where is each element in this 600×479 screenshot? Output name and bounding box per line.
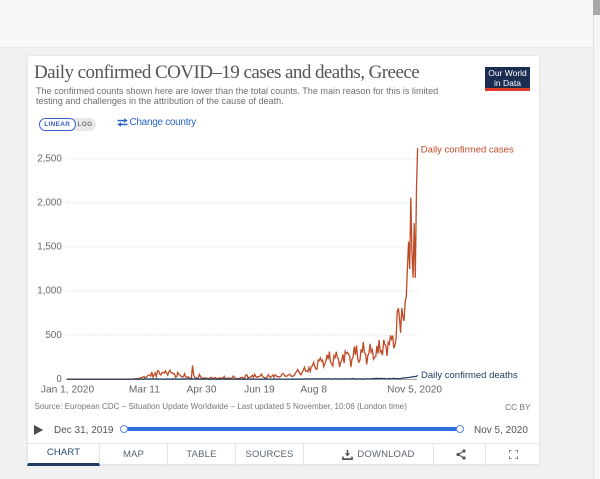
- svg-text:1,500: 1,500: [37, 242, 62, 253]
- svg-text:Jun 19: Jun 19: [244, 384, 275, 395]
- svg-text:1,000: 1,000: [37, 286, 62, 297]
- svg-text:0: 0: [56, 374, 62, 385]
- svg-text:Daily confirmed deaths: Daily confirmed deaths: [421, 370, 518, 381]
- svg-text:Daily confirmed cases: Daily confirmed cases: [421, 145, 514, 156]
- svg-text:Apr 30: Apr 30: [186, 384, 216, 395]
- svg-text:500: 500: [45, 330, 62, 341]
- svg-text:Nov 5, 2020: Nov 5, 2020: [387, 384, 442, 395]
- svg-text:2,500: 2,500: [37, 153, 62, 164]
- svg-text:Jan 1, 2020: Jan 1, 2020: [41, 384, 95, 395]
- svg-text:Mar 11: Mar 11: [129, 384, 160, 395]
- svg-text:Aug 8: Aug 8: [300, 384, 327, 395]
- svg-text:2,000: 2,000: [37, 198, 62, 209]
